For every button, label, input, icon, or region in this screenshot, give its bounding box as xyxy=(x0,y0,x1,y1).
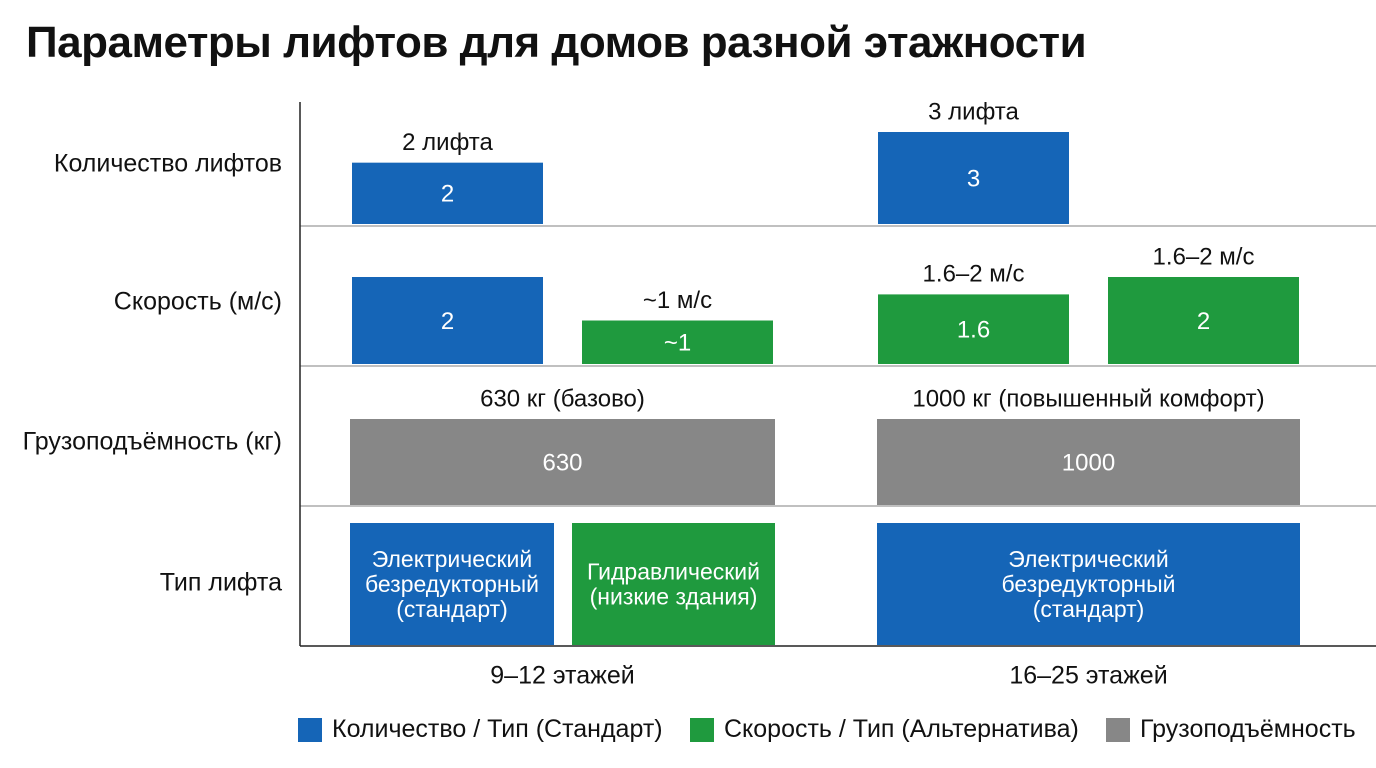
bar-r3-c1-full xyxy=(877,523,1300,645)
category-label-0: 9–12 этажей xyxy=(490,662,634,690)
bar-r3-c0-left xyxy=(350,523,554,645)
bar-value-label-r1-c0-left: 2 xyxy=(441,308,454,335)
chart-canvas: Количество лифтов Скорость (м/с) Грузоподъ… xyxy=(23,98,1376,690)
bar-annotation-r1-c1-right: 1.6–2 м/с xyxy=(1153,243,1255,270)
bar-value-label-r1-c1-left: 1.6 xyxy=(957,317,990,344)
bar-annotation-r1-c0-right: ~1 м/с xyxy=(643,287,712,314)
row-label-2: Грузоподъёмность (кг) xyxy=(23,428,282,456)
legend-item-capacity: Грузоподъёмность xyxy=(1106,715,1356,744)
bar-r3-c0-right xyxy=(572,523,775,645)
legend-swatch-capacity xyxy=(1106,717,1130,742)
bar-value-label-r3-c0-left-2: (стандарт) xyxy=(396,596,508,622)
legend-item-alternative: Скорость / Тип (Альтернатива) xyxy=(690,715,1079,744)
bar-value-label-r3-c0-left-0: Электрический xyxy=(372,546,533,572)
bar-value-label-r3-c0-right-0: Гидравлический xyxy=(587,559,760,585)
row-label-0: Количество лифтов xyxy=(54,150,282,178)
bar-r2-c0-full xyxy=(350,419,775,505)
bar-value-label-r2-c0-full: 630 xyxy=(542,449,582,476)
chart-title: Параметры лифтов для домов разной этажно… xyxy=(26,18,1087,67)
bar-value-label-r3-c1-full-1: безредукторный xyxy=(1001,571,1175,597)
bar-annotation-r2-c0-full: 630 кг (базово) xyxy=(480,385,645,412)
bar-annotation-r2-c1-full: 1000 кг (повышенный комфорт) xyxy=(912,385,1264,412)
legend-label-capacity: Грузоподъёмность xyxy=(1140,715,1356,743)
bar-r1-c0-right xyxy=(582,320,773,364)
bar-value-label-r0-c0-left: 2 xyxy=(441,181,454,208)
bar-value-label-r3-c0-left-1: безредукторный xyxy=(365,571,539,597)
bar-value-label-r2-c1-full: 1000 xyxy=(1062,449,1115,476)
category-label-1: 16–25 этажей xyxy=(1009,662,1167,690)
bar-value-label-r1-c1-right: 2 xyxy=(1197,308,1210,335)
bar-value-label-r3-c1-full-0: Электрический xyxy=(1008,546,1169,572)
row-label-1: Скорость (м/с) xyxy=(114,288,282,316)
bar-r2-c1-full xyxy=(877,419,1300,505)
legend-item-standard: Количество / Тип (Стандарт) xyxy=(298,715,663,744)
bar-annotation-r0-c0-left: 2 лифта xyxy=(402,129,493,156)
legend-swatch-standard xyxy=(298,717,322,742)
legend-label-standard: Количество / Тип (Стандарт) xyxy=(332,715,663,743)
legend-swatch-alternative xyxy=(690,717,714,742)
bar-r1-c0-left xyxy=(352,277,543,364)
bar-r1-c1-left xyxy=(878,294,1069,364)
bar-value-label-r1-c0-right: ~1 xyxy=(664,330,691,357)
bar-r0-c0-left xyxy=(352,162,543,224)
bar-r1-c1-right xyxy=(1108,277,1299,364)
legend-label-alternative: Скорость / Тип (Альтернатива) xyxy=(724,715,1079,743)
bar-r0-c1-left xyxy=(878,132,1069,224)
bar-value-label-r3-c1-full-2: (стандарт) xyxy=(1033,596,1145,622)
bar-value-label-r0-c1-left: 3 xyxy=(967,165,980,192)
bar-annotation-r0-c1-left: 3 лифта xyxy=(928,98,1019,125)
bar-annotation-r1-c1-left: 1.6–2 м/с xyxy=(923,261,1025,288)
row-label-3: Тип лифта xyxy=(160,569,282,597)
bar-value-label-r3-c0-right-1: (низкие здания) xyxy=(590,584,758,610)
